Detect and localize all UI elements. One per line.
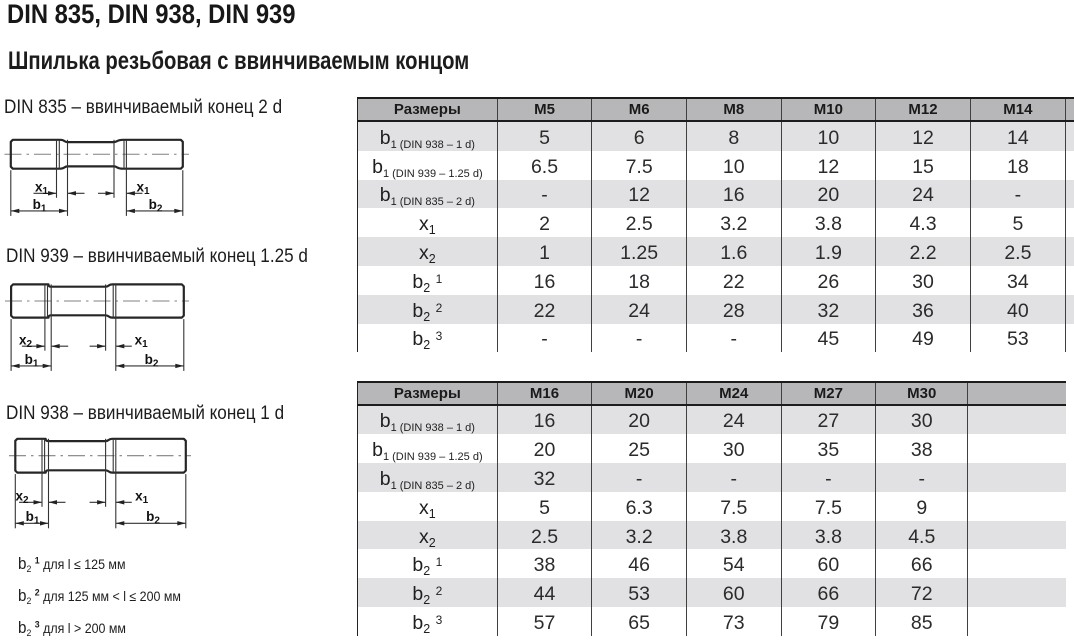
svg-text:x2: x2 — [15, 489, 29, 507]
svg-text:x1: x1 — [136, 180, 150, 198]
svg-text:b2: b2 — [149, 197, 163, 215]
svg-text:b1: b1 — [25, 352, 39, 370]
svg-text:b1: b1 — [26, 509, 40, 527]
svg-text:x1: x1 — [135, 489, 149, 507]
svg-text:x1: x1 — [135, 332, 149, 350]
svg-text:b2: b2 — [146, 509, 160, 527]
svg-text:b1: b1 — [33, 197, 47, 215]
svg-text:x2: x2 — [19, 332, 33, 350]
svg-text:x1: x1 — [35, 180, 49, 198]
svg-text:b2: b2 — [145, 352, 159, 370]
